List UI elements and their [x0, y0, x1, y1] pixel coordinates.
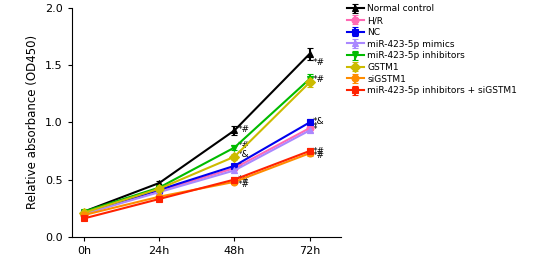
Text: *#: *#: [238, 180, 250, 189]
Text: *: *: [238, 162, 242, 171]
Text: *#: *#: [238, 125, 250, 134]
Text: *: *: [238, 164, 242, 173]
Text: *#: *#: [313, 58, 325, 68]
Legend: Normal control, H/R, NC, miR-423-5p mimics, miR-423-5p inhibitors, GSTM1, siGSTM: Normal control, H/R, NC, miR-423-5p mimi…: [346, 3, 518, 96]
Text: *#: *#: [313, 151, 325, 160]
Text: *&: *&: [238, 150, 249, 160]
Text: *: *: [313, 122, 317, 132]
Text: *&: *&: [313, 117, 324, 126]
Text: *: *: [313, 125, 317, 134]
Text: *#: *#: [238, 175, 250, 184]
Text: *#: *#: [313, 147, 325, 156]
Text: *#: *#: [238, 141, 250, 150]
Text: *#: *#: [313, 75, 325, 84]
Y-axis label: Relative absorbance (OD450): Relative absorbance (OD450): [26, 35, 39, 210]
